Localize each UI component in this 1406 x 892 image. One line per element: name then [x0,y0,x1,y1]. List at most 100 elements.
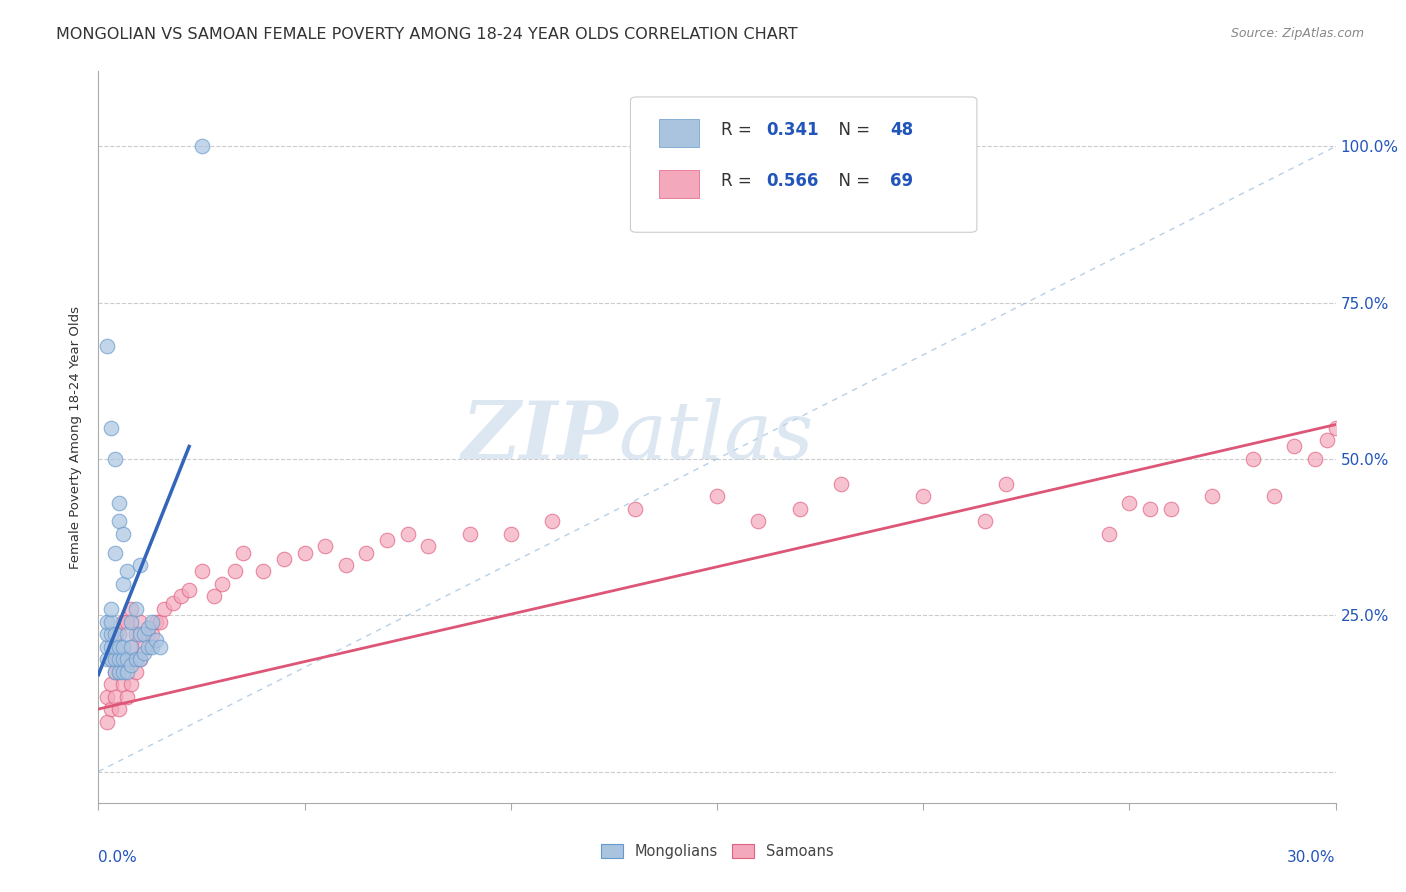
Point [100,420,122,434]
Point [153,602,176,616]
Point [789,502,811,516]
Point [190,565,212,579]
Point [117,652,139,666]
Point [1139,502,1161,516]
Point [136,640,159,654]
Point [100,652,122,666]
Text: ZIP: ZIP [461,399,619,475]
Point [912,490,935,504]
Point [136,627,159,641]
Point [232,546,254,560]
Point [100,652,122,666]
Point [108,652,131,666]
Point [96,714,118,729]
Point [112,652,135,666]
Bar [659,169,699,198]
Point [396,527,419,541]
Point [117,615,139,629]
Point [117,690,139,704]
Point [128,627,150,641]
Point [104,546,127,560]
Point [104,690,127,704]
Point [117,565,139,579]
Point [1263,490,1285,504]
Point [132,627,155,641]
Point [117,652,139,666]
Point [124,665,146,679]
Point [1303,452,1326,467]
Point [100,702,122,716]
Point [124,627,146,641]
Y-axis label: Female Poverty Among 18-24 Year Olds: Female Poverty Among 18-24 Year Olds [69,306,83,568]
Point [141,615,163,629]
Point [100,627,122,641]
Point [706,490,728,504]
Point [108,665,131,679]
Point [96,652,118,666]
Point [974,515,997,529]
Point [117,627,139,641]
Point [1201,490,1223,504]
Point [120,640,142,654]
Point [100,615,122,629]
Bar [659,119,699,146]
Point [124,602,146,616]
Point [145,615,167,629]
Point [117,665,139,679]
Point [112,527,135,541]
Text: N =: N = [828,172,876,190]
Point [120,615,142,629]
Point [179,583,201,598]
Point [96,690,118,704]
Point [104,452,127,467]
FancyBboxPatch shape [630,97,977,232]
Point [170,590,193,604]
Point [1316,434,1339,448]
Point [132,646,155,660]
Point [104,652,127,666]
Text: N =: N = [828,121,876,139]
Point [162,596,184,610]
Point [499,527,522,541]
Point [100,640,122,654]
Point [120,658,142,673]
Point [104,640,127,654]
Point [190,139,212,153]
Point [1284,440,1306,454]
Point [120,677,142,691]
Point [1160,502,1182,516]
Point [104,665,127,679]
Point [252,565,274,579]
Text: R =: R = [721,172,756,190]
Point [128,652,150,666]
Point [112,640,135,654]
Point [120,640,142,654]
Point [1118,496,1140,510]
Point [224,565,246,579]
Point [202,590,225,604]
Point [96,640,118,654]
Text: 30.0%: 30.0% [1288,850,1336,865]
Point [112,677,135,691]
Point [1241,452,1264,467]
Point [104,640,127,654]
Text: atlas: atlas [619,399,814,475]
Point [100,677,122,691]
Text: 0.0%: 0.0% [98,850,138,865]
Point [356,546,378,560]
Point [541,515,564,529]
Point [108,627,131,641]
Point [1324,420,1347,434]
Point [124,652,146,666]
Point [104,665,127,679]
Point [112,615,135,629]
Point [149,615,172,629]
Text: R =: R = [721,121,756,139]
Point [830,477,852,491]
Point [145,633,167,648]
Point [1098,527,1121,541]
Point [994,477,1017,491]
Point [108,496,131,510]
Legend: Mongolians, Samoans: Mongolians, Samoans [595,838,839,865]
Point [108,665,131,679]
